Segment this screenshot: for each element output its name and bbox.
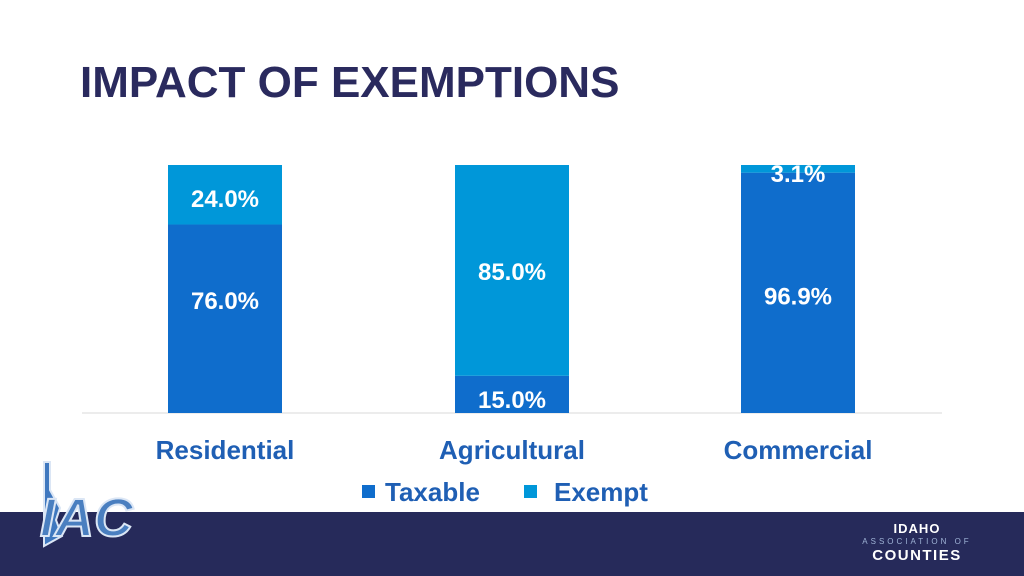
data-label-taxable-residential: 76.0%	[191, 288, 259, 315]
slide-title: IMPACT OF EXEMPTIONS	[80, 58, 620, 107]
bar-taxable-agricultural	[455, 375, 569, 413]
legend-label-taxable: Taxable	[385, 477, 480, 507]
bar-exempt-commercial	[741, 165, 855, 173]
legend-swatch-taxable	[362, 485, 375, 498]
stacked-bar-chart: 76.0% 24.0% Residential 15.0% 85.0% Agricultu…	[82, 161, 942, 507]
legend-swatch-exempt	[524, 485, 537, 498]
association-brand: IDAHO ASSOCIATION OF COUNTIES	[862, 522, 972, 564]
bar-taxable-commercial	[741, 172, 855, 413]
idaho-state-shape-icon	[43, 461, 64, 548]
brand-line-3: COUNTIES	[872, 547, 962, 564]
footer-band	[0, 512, 1024, 576]
logo-text: IAC	[40, 488, 134, 548]
bar-exempt-residential	[168, 165, 282, 225]
data-label-taxable-commercial: 96.9%	[764, 284, 832, 311]
data-label-exempt-agricultural: 85.0%	[478, 259, 546, 286]
data-label-taxable-agricultural: 15.0%	[478, 387, 546, 414]
category-label-commercial: Commercial	[724, 435, 873, 465]
brand-line-2: ASSOCIATION OF	[862, 537, 972, 546]
legend-label-exempt: Exempt	[554, 477, 648, 507]
data-label-exempt-residential: 24.0%	[191, 186, 259, 213]
bar-exempt-agricultural	[455, 165, 569, 376]
data-label-exempt-commercial: 3.1%	[771, 161, 826, 188]
category-label-residential: Residential	[156, 435, 295, 465]
bar-taxable-residential	[168, 224, 282, 413]
brand-line-1: IDAHO	[893, 521, 941, 536]
category-label-agricultural: Agricultural	[439, 435, 585, 465]
iac-logo: IAC	[39, 461, 135, 549]
